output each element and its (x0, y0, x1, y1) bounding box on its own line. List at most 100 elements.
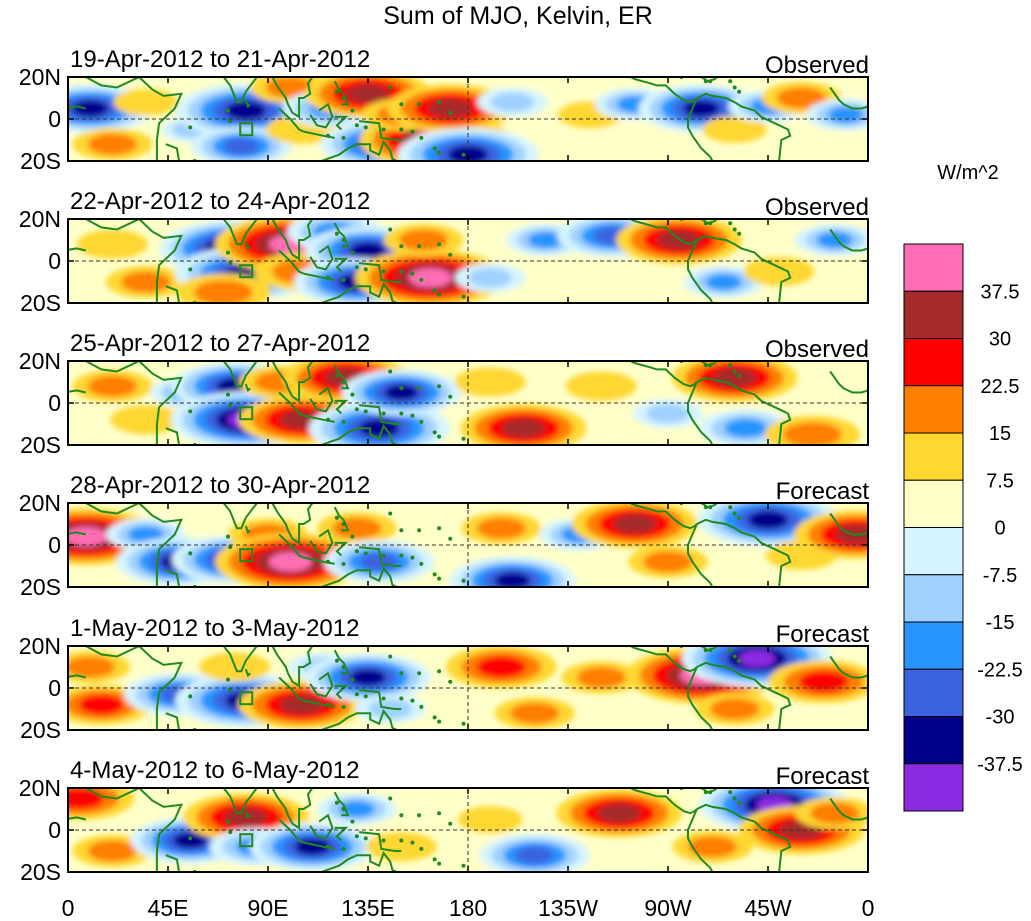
coastline (278, 676, 305, 702)
x-tick-label: 45E (148, 895, 189, 921)
y-tick-label: 20N (19, 633, 61, 659)
coastline (320, 140, 398, 161)
coastline (829, 228, 868, 252)
island-dot (381, 269, 386, 274)
island-dot (708, 648, 713, 653)
colorbar-swatch (903, 574, 964, 623)
anomaly-blob (476, 656, 526, 678)
island-dot (326, 417, 330, 422)
coastline (85, 788, 183, 872)
island-dot (417, 244, 422, 249)
island-dot (341, 561, 346, 566)
coastline (696, 92, 792, 161)
anomaly-blob (110, 405, 182, 435)
island-dot (728, 363, 733, 368)
island-dot (226, 250, 230, 255)
colorbar-swatch (903, 621, 964, 670)
island-dot (728, 790, 733, 795)
island-dot (354, 834, 359, 839)
island-dot (448, 679, 453, 684)
colorbar-swatch (903, 527, 964, 576)
island-dot (399, 696, 404, 701)
y-tick-label: 20S (20, 148, 61, 174)
coastline (629, 361, 698, 388)
anomaly-blob (223, 807, 268, 828)
island-dot (708, 790, 713, 795)
panel-title: 4-May-2012 to 6-May-2012 (70, 757, 359, 784)
island-dot (341, 135, 346, 140)
coastline (696, 376, 792, 445)
coastline (309, 528, 334, 555)
coastline (271, 77, 314, 119)
island-dot (432, 430, 437, 435)
anomaly-blob (783, 422, 842, 445)
coastline (333, 791, 350, 817)
island-dot (732, 511, 737, 516)
y-tick-label: 20S (20, 574, 61, 600)
island-dot (341, 665, 346, 669)
island-dot (437, 576, 442, 581)
island-dot (188, 694, 193, 699)
island-dot (399, 838, 404, 843)
island-dot (708, 79, 713, 84)
island-dot (448, 536, 453, 541)
coastline (358, 262, 402, 283)
coastline (687, 523, 714, 587)
panel-2: 20N 0 20S 22-Apr-2012 to 24-Apr-2012 Observe… (19, 188, 869, 316)
coastlines (68, 361, 868, 445)
island-dot (399, 386, 404, 391)
coastline (165, 285, 181, 303)
island-dot (461, 863, 466, 868)
coastline (696, 661, 792, 730)
panel-title: 22-Apr-2012 to 24-Apr-2012 (70, 188, 370, 215)
island-dot (388, 796, 393, 801)
anomaly-blob (78, 694, 124, 715)
colorbar-label: -22.5 (977, 659, 1023, 681)
coastline (278, 107, 305, 133)
colorbar-label: 0 (994, 518, 1005, 540)
anomaly-blob (194, 280, 253, 303)
island-dot (226, 819, 230, 824)
coastline (320, 851, 398, 872)
island-dot (728, 221, 733, 226)
anomaly-blob (527, 231, 564, 249)
anomaly-blob (265, 77, 315, 99)
anomaly-blob (225, 101, 266, 120)
coastline (696, 518, 792, 587)
panel-tag: Forecast (776, 621, 870, 648)
anomaly-blob (798, 671, 849, 693)
island-dot (350, 819, 355, 824)
panel-tag: Forecast (776, 763, 870, 790)
island-dot (703, 648, 708, 653)
coastline (334, 541, 349, 557)
island-dot (399, 813, 404, 818)
anomaly-blob (476, 517, 526, 539)
island-dot (334, 515, 339, 520)
island-dot (341, 238, 346, 242)
coastline (687, 361, 718, 367)
island-dot (419, 561, 424, 566)
island-dot (703, 505, 708, 510)
y-tick-label: 20S (20, 859, 61, 885)
coastline (303, 272, 335, 281)
coastline (333, 649, 350, 675)
coastline (629, 219, 698, 246)
island-dot (419, 419, 424, 424)
coastline (334, 399, 349, 415)
coastline (629, 503, 698, 530)
colorbar-label: -30 (986, 707, 1015, 729)
coastline (278, 391, 305, 417)
island-dot (388, 85, 393, 90)
coastline (244, 668, 251, 678)
anomaly-blob (565, 371, 637, 401)
panel-tag: Observed (765, 336, 869, 363)
island-dot (381, 696, 386, 701)
coastline (696, 803, 792, 872)
island-dot (350, 677, 355, 682)
anomaly-blob (68, 527, 108, 547)
island-dot (708, 363, 713, 368)
island-dot (732, 796, 737, 801)
island-dot (350, 534, 355, 539)
island-dot (461, 578, 466, 583)
